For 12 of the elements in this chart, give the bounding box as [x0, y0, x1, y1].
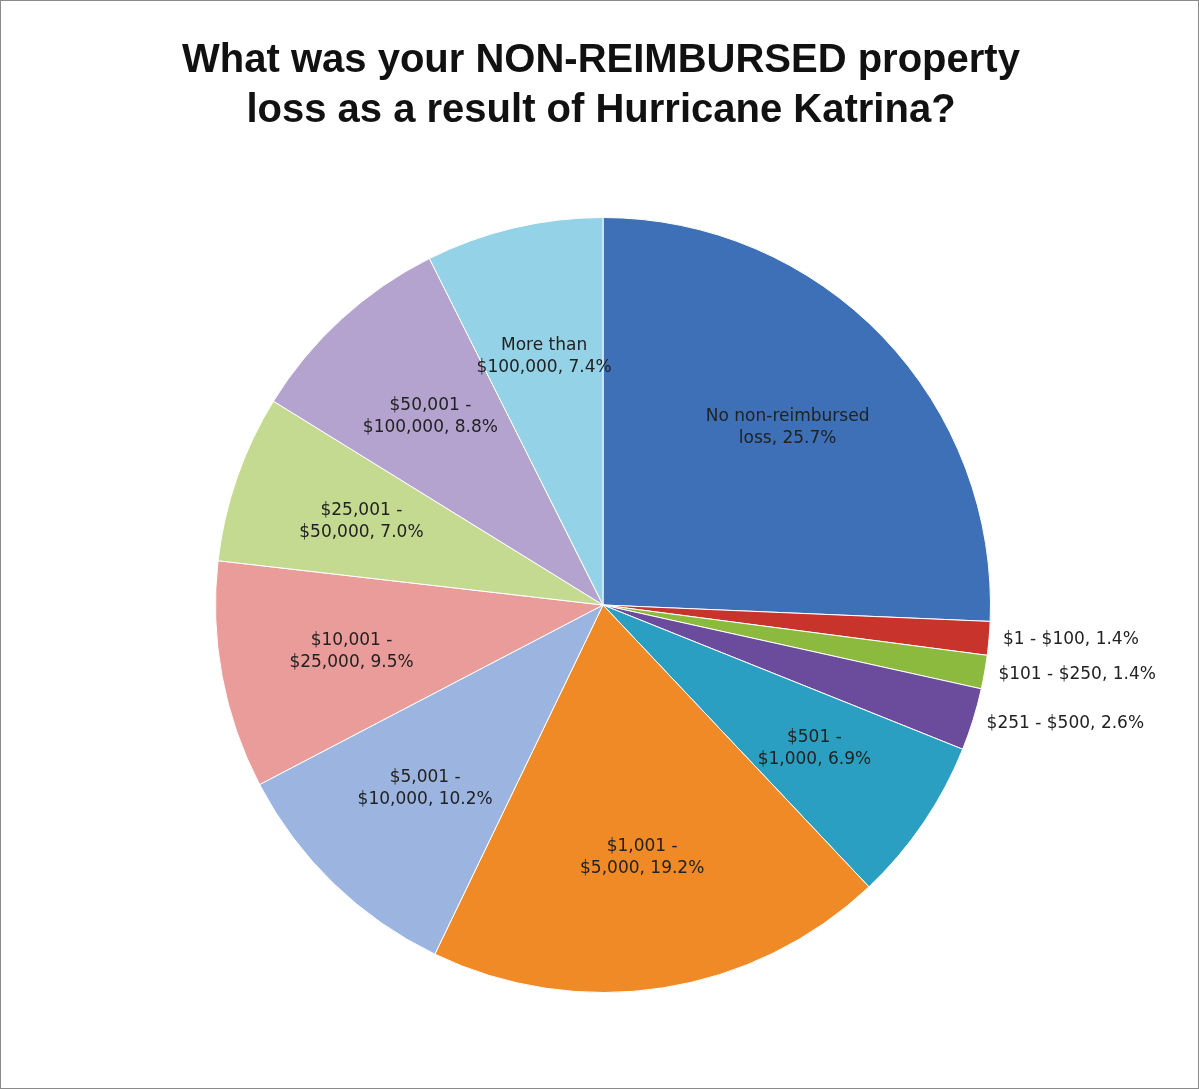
slice-label: $5,001 - $10,000, 10.2% [357, 766, 493, 809]
slice-label: $1,001 - $5,000, 19.2% [580, 835, 705, 878]
slice-label: $10,001 - $25,000, 9.5% [289, 629, 414, 672]
slice-label: $101 - $250, 1.4% [998, 663, 1156, 683]
chart-title: What was your NON-REIMBURSED property loss as a result of Hurricane Katrina? [181, 35, 1021, 132]
slice-label: $251 - $500, 2.6% [986, 711, 1145, 732]
slice-label: $50,001 - $100,000, 8.8% [362, 393, 498, 436]
slice-label: $25,001 - $50,000, 7.0% [299, 498, 424, 541]
slice-label: More than $100,000, 7.4% [476, 333, 612, 376]
slice-label: $501 - $1,000, 6.9% [757, 726, 872, 769]
slice-label: $1 - $100, 1.4% [1003, 628, 1139, 649]
slice-label: No non-reimbursed loss, 25.7% [705, 405, 870, 448]
